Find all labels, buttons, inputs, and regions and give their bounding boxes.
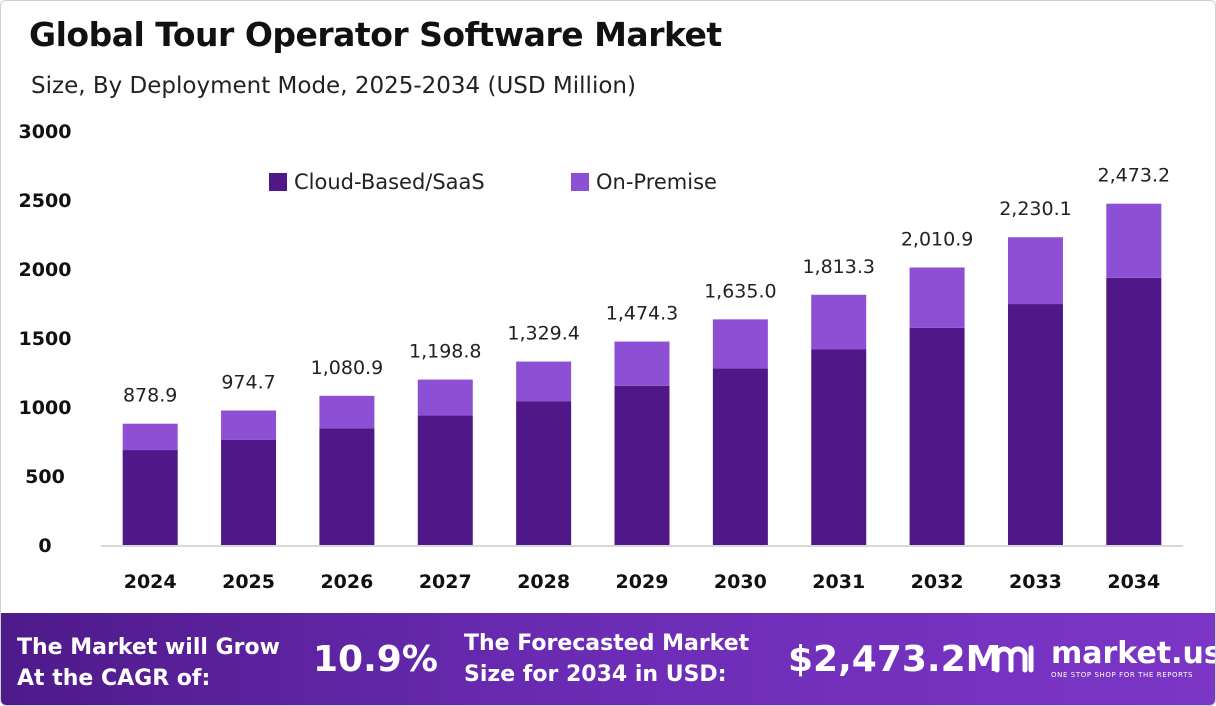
x-tick-label: 2033 [1009,571,1062,593]
chart-title: Global Tour Operator Software Market [29,15,722,54]
y-tick-label: 2500 [19,190,72,212]
bar-segment-cloud [221,439,277,545]
cagr-value: 10.9% [313,639,438,680]
bar-segment-cloud [909,327,965,545]
bar-segment-cloud [811,349,867,545]
stacked-bar-chart: 0 500 1000 1500 2000 2500 3000 878.9 2024 974.7 20… [19,121,1183,593]
bar-segment-cloud [319,428,375,545]
bar-segment-cloud [417,415,473,545]
bar-segment-on-premise [614,341,670,386]
x-tick-label: 2024 [124,571,177,593]
x-tick-label: 2030 [714,571,767,593]
forecast-label: The Forecasted Market Size for 2034 in U… [464,631,750,687]
legend-label: Cloud-Based/SaaS [294,170,485,194]
bar-segment-cloud [1007,304,1063,545]
bar-total-label: 1,813.3 [802,256,875,278]
legend-swatch [571,173,589,191]
bar-total-label: 1,080.9 [311,357,384,379]
bar-segment-on-premise [1106,203,1162,278]
bar-segment-cloud [712,368,768,545]
bar-total-label: 1,329.4 [507,323,580,345]
x-tick-label: 2026 [320,571,373,593]
bar-segment-on-premise [516,361,572,402]
bar-total-label: 2,230.1 [999,198,1072,220]
bar-segment-cloud [1106,277,1162,545]
market-us-logo-icon [994,645,1034,673]
bar-segment-on-premise [417,379,473,416]
bar-total-label: 1,198.8 [409,341,482,363]
x-tick-label: 2027 [419,571,472,593]
bar-segment-on-premise [1007,237,1063,305]
bar-total-label: 878.9 [123,385,177,407]
bar-segment-on-premise [319,395,375,429]
x-tick-label: 2029 [616,571,669,593]
y-tick-label: 0 [38,535,51,557]
x-tick-label: 2031 [812,571,865,593]
brand-tagline: ONE STOP SHOP FOR THE REPORTS [1051,671,1194,679]
brand-name: market.us [1051,636,1216,671]
bar-total-label: 2,473.2 [1098,165,1171,187]
x-tick-label: 2025 [222,571,275,593]
bar-total-label: 2,010.9 [901,228,974,250]
legend-swatch [269,173,287,191]
x-tick-label: 2028 [517,571,570,593]
bar-total-label: 1,635.0 [704,280,777,302]
y-tick-label: 500 [25,466,65,488]
bar-total-label: 1,474.3 [606,303,679,325]
footer-banner: The Market will Grow At the CAGR of: 10.… [1,613,1216,705]
bar-segment-cloud [516,401,572,545]
y-tick-label: 3000 [19,121,72,143]
bar-segment-on-premise [712,319,768,369]
legend-label: On-Premise [596,170,717,194]
bar-segment-cloud [614,385,670,545]
y-tick-label: 1500 [19,328,72,350]
bar-segment-on-premise [122,423,178,451]
chart-subtitle: Size, By Deployment Mode, 2025-2034 (USD… [31,73,636,99]
y-tick-label: 2000 [19,259,72,281]
bar-segment-cloud [122,450,178,545]
cagr-label: The Market will Grow At the CAGR of: [17,635,280,691]
bar-segment-on-premise [811,294,867,350]
bar-segment-on-premise [221,410,277,440]
bar-total-label: 974.7 [221,371,275,393]
brand-logo: market.us ONE STOP SHOP FOR THE REPORTS [993,636,1216,679]
forecast-value: $2,473.2M [788,639,1002,680]
x-tick-label: 2032 [911,571,964,593]
y-tick-label: 1000 [19,397,72,419]
bar-segment-on-premise [909,267,965,328]
x-tick-label: 2034 [1107,571,1160,593]
